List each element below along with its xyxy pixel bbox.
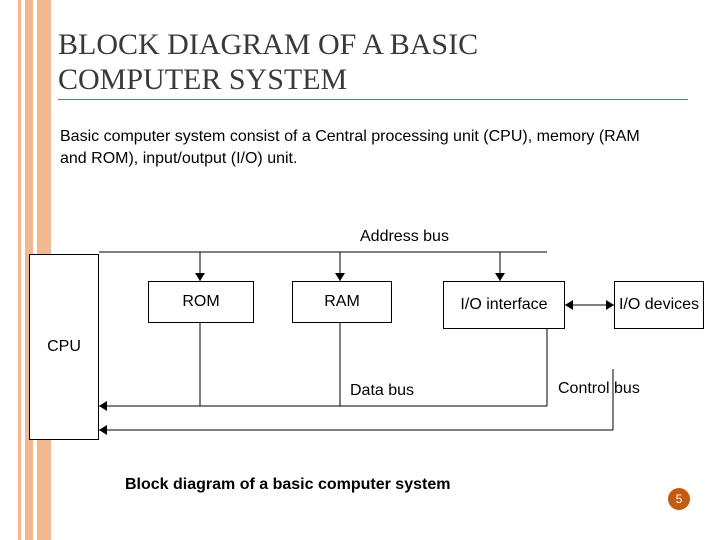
page-number-text: 5 — [676, 492, 683, 506]
rom-block-label: ROM — [182, 293, 219, 311]
rom-block: ROM — [148, 281, 254, 323]
io-interface-block-label: I/O interface — [460, 296, 547, 314]
ram-block-label: RAM — [324, 293, 360, 311]
page-title: BLOCK DIAGRAM OF A BASIC COMPUTER SYSTEM — [58, 28, 478, 97]
ram-block: RAM — [292, 281, 392, 323]
io-interface-block: I/O interface — [443, 281, 565, 329]
cpu-block-label: CPU — [47, 338, 81, 356]
title-line2: COMPUTER SYSTEM — [58, 63, 347, 96]
title-underline — [58, 99, 688, 100]
diagram-caption: Block diagram of a basic computer system — [125, 476, 450, 494]
address-bus-label: Address bus — [360, 228, 449, 246]
cpu-block: CPU — [29, 254, 99, 440]
io-devices-block: I/O devices — [614, 281, 704, 329]
control-bus-label: Control bus — [558, 380, 640, 398]
io-devices-block-label: I/O devices — [619, 296, 699, 314]
title-line1: BLOCK DIAGRAM OF A BASIC — [58, 28, 478, 61]
page-number: 5 — [668, 488, 690, 510]
description-text: Basic computer system consist of a Centr… — [60, 126, 660, 169]
decor-stripe-1 — [18, 0, 21, 540]
data-bus-label: Data bus — [350, 382, 414, 400]
